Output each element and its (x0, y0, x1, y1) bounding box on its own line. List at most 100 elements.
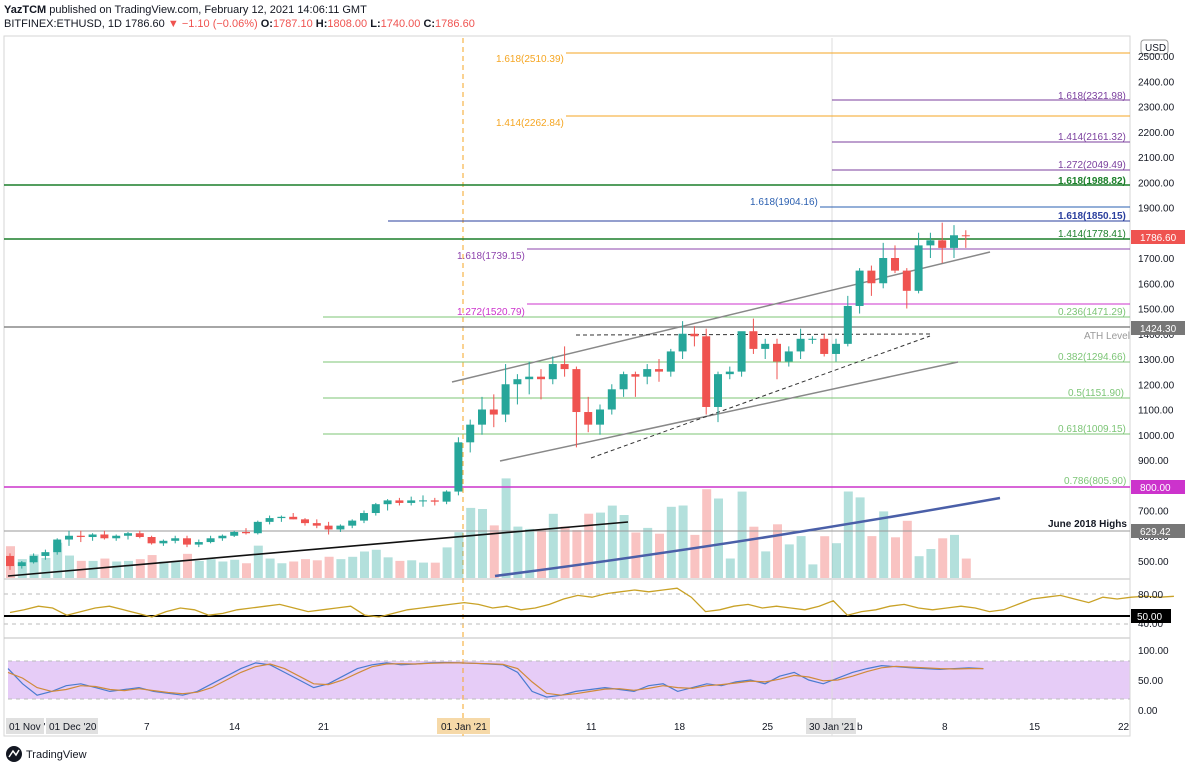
down-arrow-icon: ▼ (167, 18, 179, 30)
volume-bar (584, 513, 594, 578)
candle-up (230, 531, 239, 536)
low-value: 1740.00 (380, 18, 421, 30)
volume-bar (560, 526, 570, 578)
candle-down (655, 369, 663, 372)
rsi-pane (4, 587, 1174, 625)
candle-up (607, 389, 616, 410)
price-chart[interactable]: 1.618(2510.39) 1.618(2321.98) 1.414(2262… (0, 0, 1185, 742)
tradingview-footer[interactable]: TradingView (0, 742, 300, 768)
volume-bar (914, 556, 924, 578)
candle-up (666, 351, 675, 372)
fib-label: 1.414(1778.41) (1058, 229, 1126, 240)
candle-up (678, 333, 687, 352)
moving-average-line (494, 496, 1001, 578)
currency-label: USD (1145, 43, 1166, 54)
tradingview-logo-icon (6, 746, 22, 762)
candle-up (643, 369, 652, 377)
rsi-line (9, 587, 1174, 618)
currency-badge[interactable] (1140, 39, 1169, 55)
symbol-label[interactable]: BITFINEX:ETHUSD, 1D (4, 18, 122, 30)
time-axis[interactable]: 01 Nov ' 01 Dec '20 7 14 21 01 Jan '21 1… (6, 718, 1130, 734)
candle-up (112, 535, 121, 539)
candle-down (820, 338, 829, 354)
candle-down (867, 270, 876, 284)
candle-up (784, 351, 793, 362)
volume-bar (489, 525, 499, 578)
fib-label: 1.618(1739.15) (457, 251, 525, 262)
volume-bar (855, 497, 865, 578)
candle-up (478, 409, 486, 425)
candle-down (560, 364, 569, 370)
publisher-name[interactable]: YazTCM (4, 4, 47, 16)
candle-up (879, 258, 888, 284)
volume-bar (360, 551, 369, 578)
price-axis-label: 1400.00 (1138, 330, 1175, 341)
candle-down (891, 258, 899, 271)
volume-bar (548, 513, 558, 578)
price-axis[interactable]: USD 2500.00 2400.00 2300.00 2200.00 2100.00 2… (1138, 39, 1175, 568)
volume-bar (194, 560, 204, 578)
candle-up (855, 270, 864, 306)
fib-label: 0.618(1009.15) (1058, 424, 1126, 435)
volume-bar (950, 534, 959, 578)
volume-bar (218, 561, 228, 578)
fib-label: 1.414(2161.32) (1058, 132, 1126, 143)
ath-label: ATH Level (1084, 331, 1130, 342)
candle-up (926, 240, 935, 246)
price-axis-label: 1000.00 (1138, 431, 1175, 442)
volume-bar (879, 511, 889, 578)
time-label: 22 (1118, 722, 1130, 733)
fib-label: 1.618(2510.39) (496, 54, 564, 65)
volume-bar (454, 532, 464, 578)
level-800-tag (1131, 480, 1185, 494)
candle-up (596, 409, 604, 425)
candle-up (914, 245, 923, 291)
candle-down (584, 412, 593, 425)
stoch-axis-label: 50.00 (1138, 676, 1163, 687)
volume-bar (159, 561, 169, 578)
fib-label: 1.272(2049.49) (1058, 160, 1126, 171)
candle-up (808, 338, 817, 340)
volume-bar (820, 536, 830, 578)
price-axis-label: 700.00 (1138, 507, 1169, 518)
candle-down (100, 534, 109, 539)
candle-up (124, 533, 132, 536)
rsi-axis-label: 80.00 (1138, 590, 1163, 601)
candle-down (301, 519, 309, 524)
candlesticks (6, 222, 970, 570)
time-label: 7 (144, 722, 150, 733)
volume-bar (832, 543, 841, 578)
current-price-text: 1786.60 (1140, 233, 1177, 244)
candle-down (631, 374, 640, 377)
close-label: C: (423, 18, 436, 30)
candle-up (336, 525, 345, 530)
fib-label: 1.618(1988.82) (1058, 176, 1126, 187)
candle-up (761, 343, 770, 349)
time-tag-nov (6, 718, 44, 734)
candle-up (419, 500, 427, 502)
price-axis-label: 1700.00 (1138, 254, 1175, 265)
price-axis-label: 1600.00 (1138, 279, 1175, 290)
volume-bar (289, 561, 299, 578)
high-label: H: (315, 18, 328, 30)
volume-bar (112, 561, 122, 578)
candle-up (737, 331, 746, 372)
fib-label: 1.618(2321.98) (1058, 91, 1126, 102)
volume-bar (808, 564, 818, 578)
volume-bar (135, 559, 145, 578)
candle-up (383, 500, 392, 505)
candle-down (147, 537, 156, 544)
candle-up (950, 235, 958, 248)
price-axis-label: 900.00 (1138, 456, 1169, 467)
volume-bar (737, 491, 747, 578)
volume-bar (596, 512, 605, 578)
volume-bar (65, 555, 74, 578)
volume-bar (655, 533, 664, 578)
volume-bar (572, 530, 582, 578)
volume-bar (678, 505, 688, 578)
volume-bar (513, 526, 523, 578)
low-label: L: (370, 18, 381, 30)
june-highs-tag (1131, 524, 1185, 538)
fib-labels: 1.618(2510.39) 1.618(2321.98) 1.414(2262… (457, 54, 1130, 530)
candle-down (938, 240, 947, 248)
